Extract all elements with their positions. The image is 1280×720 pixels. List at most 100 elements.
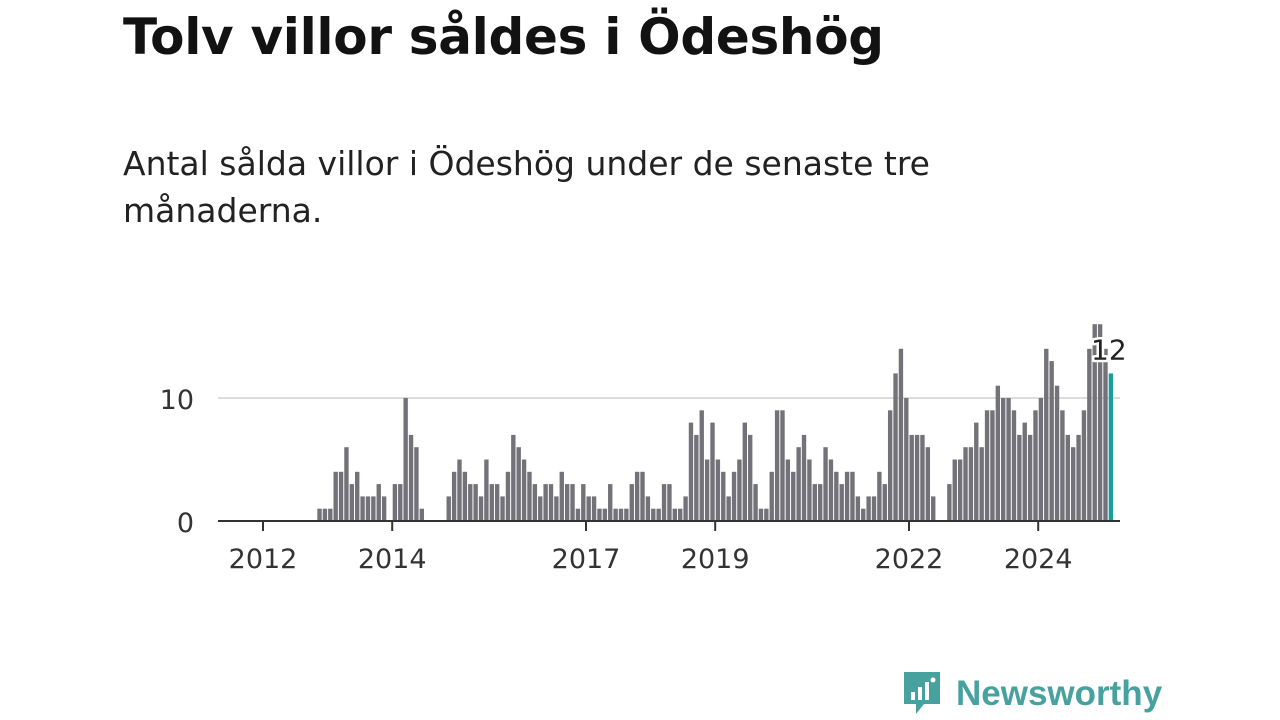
bar xyxy=(446,496,451,521)
bar xyxy=(721,471,726,521)
bar xyxy=(451,471,457,521)
bar xyxy=(317,508,322,521)
last-value-label: 12 xyxy=(1091,333,1127,366)
bar xyxy=(371,496,376,521)
bar xyxy=(974,422,979,521)
bar xyxy=(758,508,764,521)
bar xyxy=(1022,422,1027,521)
bar xyxy=(855,496,861,521)
bar xyxy=(322,508,328,521)
bar xyxy=(618,508,624,521)
bar xyxy=(613,508,618,521)
bar xyxy=(914,434,920,521)
bar xyxy=(861,508,866,521)
bar xyxy=(398,484,403,521)
chart-subtitle: Antal sålda villor i Ödeshög under de se… xyxy=(123,144,930,230)
bar xyxy=(645,496,651,521)
bar xyxy=(575,508,581,521)
bar xyxy=(801,434,807,521)
bar xyxy=(882,484,887,521)
bar xyxy=(774,410,780,521)
bar xyxy=(688,422,694,521)
bar xyxy=(925,447,931,521)
bar xyxy=(586,496,591,521)
bar xyxy=(742,422,747,521)
bar xyxy=(807,459,812,521)
bar xyxy=(1033,410,1038,521)
bar xyxy=(823,447,828,521)
bar xyxy=(920,434,925,521)
bar xyxy=(963,447,968,521)
x-tick-label: 2012 xyxy=(229,544,298,575)
bar xyxy=(952,459,957,521)
bar xyxy=(624,508,629,521)
bar xyxy=(640,471,645,521)
bar xyxy=(990,410,995,521)
bar xyxy=(500,496,505,521)
x-tick-label: 2019 xyxy=(681,544,750,575)
bar xyxy=(979,447,984,521)
bar xyxy=(1071,447,1076,521)
bar xyxy=(349,484,355,521)
bar xyxy=(494,484,500,521)
bar xyxy=(1076,434,1081,521)
bar xyxy=(1049,361,1054,521)
y-tick-label: 10 xyxy=(160,385,194,416)
bar xyxy=(715,459,721,521)
bar xyxy=(834,471,839,521)
bar xyxy=(1038,398,1044,521)
bar xyxy=(629,484,634,521)
bar xyxy=(365,496,371,521)
x-tick-label: 2022 xyxy=(875,544,944,575)
bar xyxy=(414,447,419,521)
bar xyxy=(392,484,398,521)
bar xyxy=(602,508,608,521)
bar xyxy=(360,496,365,521)
bar xyxy=(328,508,333,521)
y-tick-label: 0 xyxy=(177,508,194,539)
bar xyxy=(1006,398,1011,521)
bar xyxy=(527,471,532,521)
bar xyxy=(1027,434,1033,521)
bar xyxy=(381,496,387,521)
bar xyxy=(457,459,462,521)
bar xyxy=(704,459,710,521)
bar xyxy=(887,410,893,521)
bar xyxy=(1081,410,1087,521)
bar xyxy=(608,484,613,521)
bar xyxy=(462,471,468,521)
bar xyxy=(554,496,559,521)
bar xyxy=(866,496,871,521)
bar xyxy=(505,471,511,521)
bar xyxy=(1017,434,1022,521)
bar xyxy=(532,484,538,521)
bar xyxy=(893,373,898,521)
bar xyxy=(791,471,796,521)
bar xyxy=(796,447,801,521)
bar xyxy=(731,471,737,521)
bar xyxy=(699,410,704,521)
bar xyxy=(478,496,484,521)
bar xyxy=(764,508,769,521)
bar xyxy=(737,459,742,521)
bar xyxy=(871,496,877,521)
bar xyxy=(1087,348,1092,521)
newsworthy-logo-text: Newsworthy xyxy=(956,674,1163,713)
bar xyxy=(511,434,516,521)
bar xyxy=(473,484,478,521)
bar xyxy=(543,484,548,521)
bar xyxy=(581,484,586,521)
bar xyxy=(672,508,678,521)
bar xyxy=(597,508,602,521)
bar xyxy=(484,459,489,521)
bar xyxy=(1060,410,1065,521)
bar xyxy=(333,471,338,521)
bar xyxy=(355,471,360,521)
bar xyxy=(957,459,963,521)
bar xyxy=(344,447,349,521)
bar xyxy=(817,484,823,521)
bar xyxy=(844,471,850,521)
bar xyxy=(1108,373,1114,521)
bar xyxy=(468,484,473,521)
bar xyxy=(667,484,672,521)
